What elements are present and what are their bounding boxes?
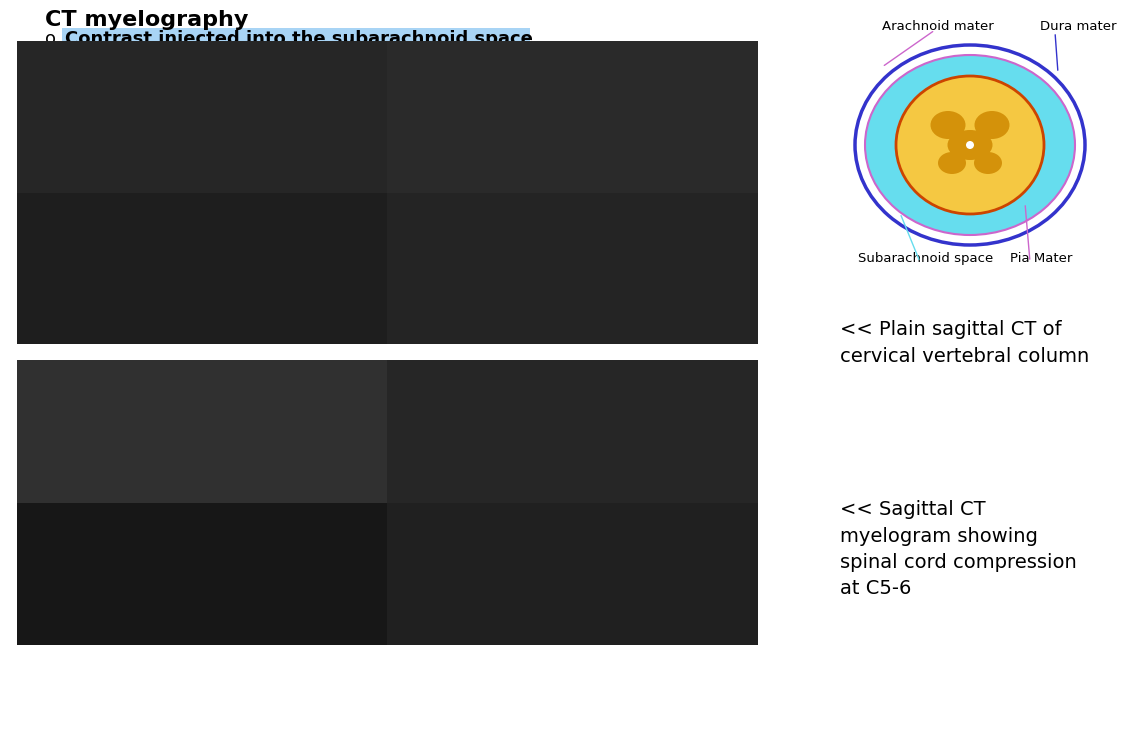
Ellipse shape bbox=[974, 152, 1002, 174]
Text: o: o bbox=[45, 30, 57, 48]
Text: Subarachnoid space: Subarachnoid space bbox=[858, 252, 993, 265]
Ellipse shape bbox=[930, 111, 965, 139]
Ellipse shape bbox=[864, 55, 1075, 235]
Circle shape bbox=[44, 67, 54, 77]
Text: Contrast injected into the subarachnoid space: Contrast injected into the subarachnoid … bbox=[66, 30, 533, 48]
FancyBboxPatch shape bbox=[62, 28, 530, 54]
Ellipse shape bbox=[947, 130, 992, 160]
Text: Arachnoid mater: Arachnoid mater bbox=[883, 20, 993, 33]
Ellipse shape bbox=[938, 152, 966, 174]
Ellipse shape bbox=[855, 45, 1085, 245]
Ellipse shape bbox=[903, 82, 1037, 207]
Text: Pia Mater: Pia Mater bbox=[1010, 252, 1072, 265]
FancyBboxPatch shape bbox=[62, 58, 650, 84]
Text: Delineates compressive lesions not visible on non-contrast CT: Delineates compressive lesions not visib… bbox=[66, 60, 694, 78]
Text: << Plain sagittal CT of
cervical vertebral column: << Plain sagittal CT of cervical vertebr… bbox=[840, 320, 1089, 366]
Text: CT myelography: CT myelography bbox=[45, 10, 249, 30]
Circle shape bbox=[966, 141, 974, 149]
Ellipse shape bbox=[974, 111, 1009, 139]
Ellipse shape bbox=[896, 76, 1044, 214]
Text: << Sagittal CT
myelogram showing
spinal cord compression
at C5-6: << Sagittal CT myelogram showing spinal … bbox=[840, 500, 1077, 599]
Text: Dura mater: Dura mater bbox=[1040, 20, 1116, 33]
